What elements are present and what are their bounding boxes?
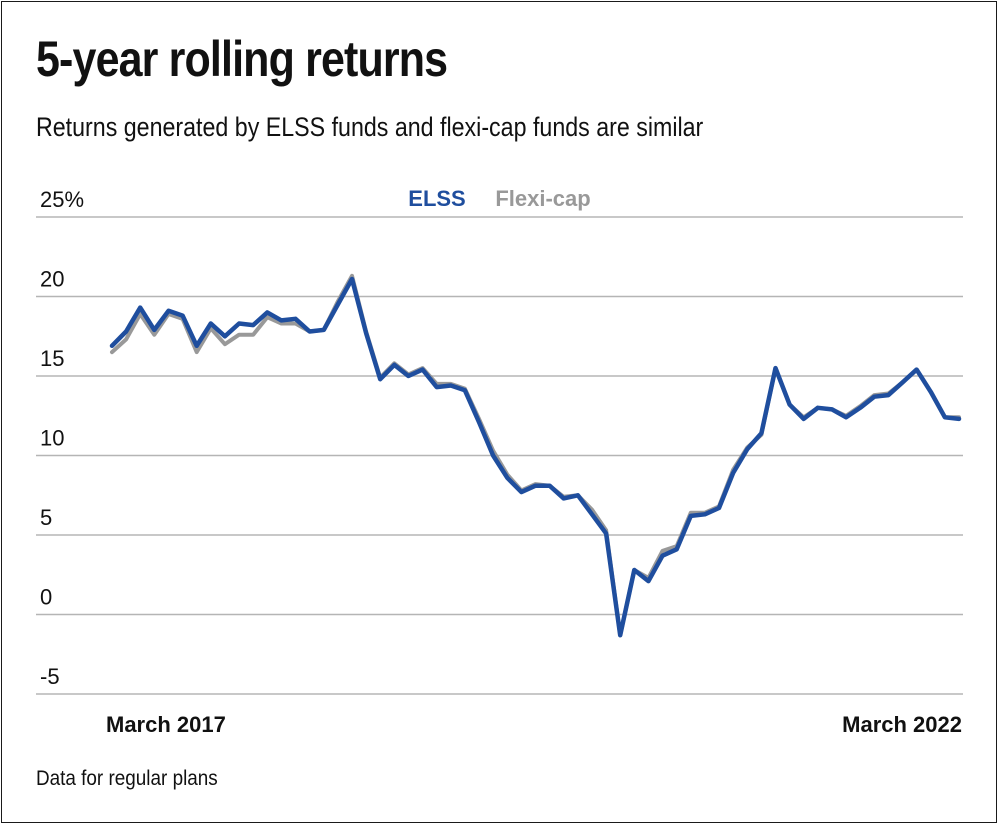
y-tick-label: 15 (40, 346, 64, 371)
y-tick-label: 25% (40, 187, 84, 212)
legend-item-elss: ELSS (408, 186, 465, 211)
x-tick-label: March 2017 (106, 712, 226, 737)
y-tick-label: 0 (40, 585, 52, 610)
source-note: Data for regular plans (36, 767, 218, 790)
legend-item-flexi-cap: Flexi-cap (495, 186, 590, 211)
series-lines (109, 273, 962, 638)
chart-title: 5-year rolling returns (36, 31, 448, 87)
legend: ELSS Flexi-cap (408, 186, 590, 211)
y-tick-label: 5 (40, 505, 52, 530)
y-axis-ticks: -5 0 5 10 15 20 25% (40, 187, 84, 689)
chart-subtitle: Returns generated by ELSS funds and flex… (36, 112, 704, 142)
y-tick-label: 20 (40, 267, 64, 292)
x-tick-label: March 2022 (842, 712, 962, 737)
y-tick-label: -5 (40, 664, 60, 689)
series-line-elss (109, 276, 962, 638)
gridlines (36, 216, 963, 695)
y-tick-label: 10 (40, 426, 64, 451)
x-axis-ticks: March 2017 March 2022 (106, 712, 962, 737)
